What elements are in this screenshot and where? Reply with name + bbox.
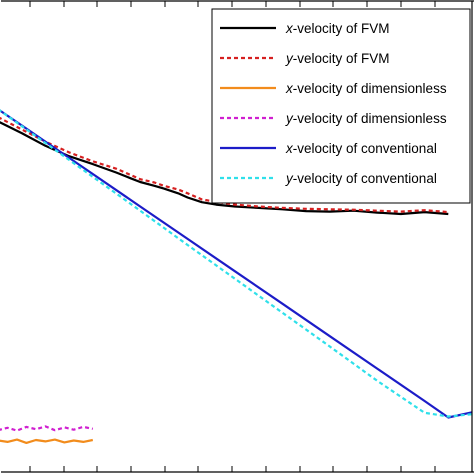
series-line-2 (0, 116, 449, 214)
series-line-3 (0, 438, 94, 444)
legend-box (211, 8, 471, 204)
legend-label-2: y-velocity of FVM (285, 51, 390, 66)
legend-label-6: y-velocity of conventional (285, 171, 437, 186)
series-line-4 (0, 425, 94, 432)
series-line-6 (0, 109, 473, 418)
series-line-5 (0, 109, 473, 419)
legend-label-1: x-velocity of FVM (285, 21, 390, 36)
series-line-1 (0, 121, 449, 216)
legend: x-velocity of FVM y-velocity of FVM x-velo… (211, 8, 471, 204)
legend-label-5: x-velocity of conventional (285, 141, 437, 156)
legend-items: x-velocity of FVM y-velocity of FVM x-velo… (220, 21, 447, 186)
legend-label-4: y-velocity of dimensionless (285, 111, 447, 126)
series-layer (0, 109, 473, 444)
legend-label-3: x-velocity of dimensionless (285, 81, 447, 96)
